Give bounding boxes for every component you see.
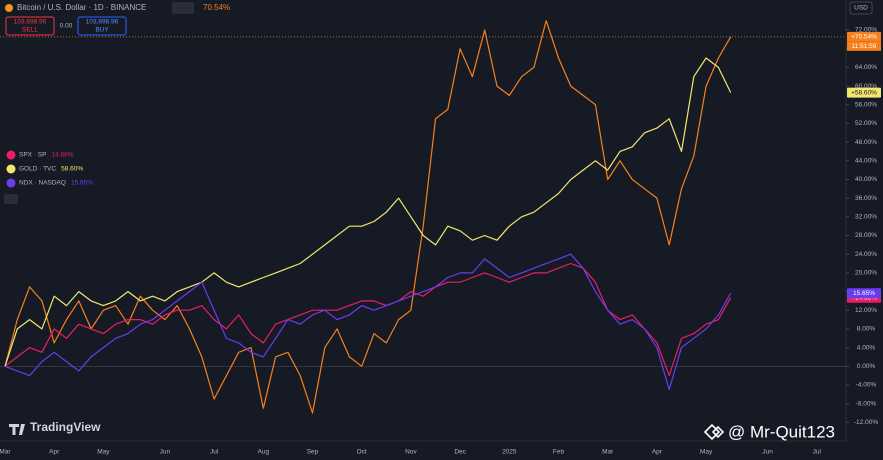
- x-tick-label: May: [700, 449, 713, 456]
- legend-value: 15.65%: [71, 180, 93, 187]
- legend-icon: [6, 164, 16, 174]
- x-tick-label: Jul: [813, 449, 822, 456]
- watermark: TradingView: [30, 420, 101, 434]
- x-tick-label: Apr: [49, 449, 60, 456]
- axis-tag-label: +70.54%: [851, 34, 877, 41]
- currency-box[interactable]: [849, 1, 873, 15]
- y-tick-label: 48.00%: [855, 139, 877, 146]
- y-tick-label: 64.00%: [855, 64, 877, 71]
- y-tick-label: 20.00%: [855, 270, 877, 277]
- buy-label: BUY: [95, 27, 109, 34]
- header-change: 70.54%: [203, 3, 230, 12]
- credit: @ Mr-Quit123: [728, 422, 835, 441]
- legend-name: GOLD · TVC: [19, 166, 56, 173]
- legend-icon: [6, 150, 16, 160]
- x-tick-label: Mar: [602, 449, 614, 456]
- x-tick-label: Mar: [0, 449, 11, 456]
- legend-value: 58.60%: [61, 166, 83, 173]
- price-axis: -12.00% -8.00% -4.00% 0.00% 4.00% 8.00% 12.00%…: [846, 27, 881, 426]
- y-tick-label: 12.00%: [855, 307, 877, 314]
- axis-tag-label: +58.60%: [851, 89, 877, 96]
- y-tick-label: -4.00%: [856, 382, 877, 389]
- x-tick-label: May: [97, 449, 110, 456]
- y-tick-label: 4.00%: [857, 344, 876, 351]
- sell-price: 103,698.96: [14, 19, 47, 26]
- axis-tag-label: 15.65%: [853, 290, 875, 297]
- x-tick-label: Oct: [357, 449, 367, 456]
- buy-button[interactable]: [77, 16, 127, 36]
- legend-icon: [6, 178, 16, 188]
- legend-value: 14.68%: [51, 152, 73, 159]
- spread: 0.00: [60, 23, 73, 30]
- tv-logo: [9, 424, 25, 435]
- y-tick-label: 24.00%: [855, 251, 877, 258]
- icons[interactable]: [172, 2, 194, 14]
- countdown-tag: [847, 41, 881, 51]
- legend-name: NDX · NASDAQ: [19, 180, 66, 187]
- y-tick-label: 52.00%: [855, 120, 877, 127]
- x-tick-label: Aug: [258, 449, 270, 456]
- x-tick-label: 2025: [502, 449, 517, 456]
- sell-button[interactable]: [5, 16, 55, 36]
- countdown: 11:51:59: [852, 43, 877, 50]
- y-tick-label: 56.00%: [855, 101, 877, 108]
- x-tick-label: Feb: [553, 449, 565, 456]
- btc-icon: [5, 4, 13, 12]
- buy-price: 103,698.96: [86, 19, 119, 26]
- y-tick-label: 72.00%: [855, 27, 877, 34]
- credit-logo: [703, 423, 725, 441]
- currency: USD: [854, 5, 868, 12]
- y-tick-label: 44.00%: [855, 158, 877, 165]
- y-tick-label: 36.00%: [855, 195, 877, 202]
- x-tick-label: Dec: [454, 449, 466, 456]
- x-tick-label: Apr: [652, 449, 663, 456]
- y-tick-label: 60.00%: [855, 83, 877, 90]
- y-tick-label: -8.00%: [856, 400, 877, 407]
- sell-label: SELL: [22, 27, 38, 34]
- collapse-button[interactable]: [4, 194, 18, 204]
- legend-name: SPX · SP: [19, 152, 46, 159]
- y-tick-label: 8.00%: [857, 326, 876, 333]
- y-tick-label: 0.00%: [857, 363, 876, 370]
- series-line: [4, 57, 732, 367]
- series-line: [4, 20, 732, 414]
- series-line: [4, 253, 732, 391]
- x-tick-label: Nov: [405, 449, 417, 456]
- y-tick-label: 40.00%: [855, 176, 877, 183]
- axis-tag: [847, 288, 881, 299]
- y-tick-label: -12.00%: [854, 419, 878, 426]
- y-tick-label: 32.00%: [855, 214, 877, 221]
- x-tick-label: Jun: [762, 449, 773, 456]
- axis-tag: [847, 87, 881, 98]
- x-tick-label: Jun: [160, 449, 171, 456]
- plot: [0, 20, 846, 414]
- axis-tag: [847, 31, 881, 42]
- y-tick-label: 28.00%: [855, 232, 877, 239]
- symbol-title: Bitcoin / U.S. Dollar · 1D · BINANCE: [17, 3, 146, 12]
- x-tick-label: Sep: [307, 449, 319, 456]
- x-tick-label: Jul: [210, 449, 219, 456]
